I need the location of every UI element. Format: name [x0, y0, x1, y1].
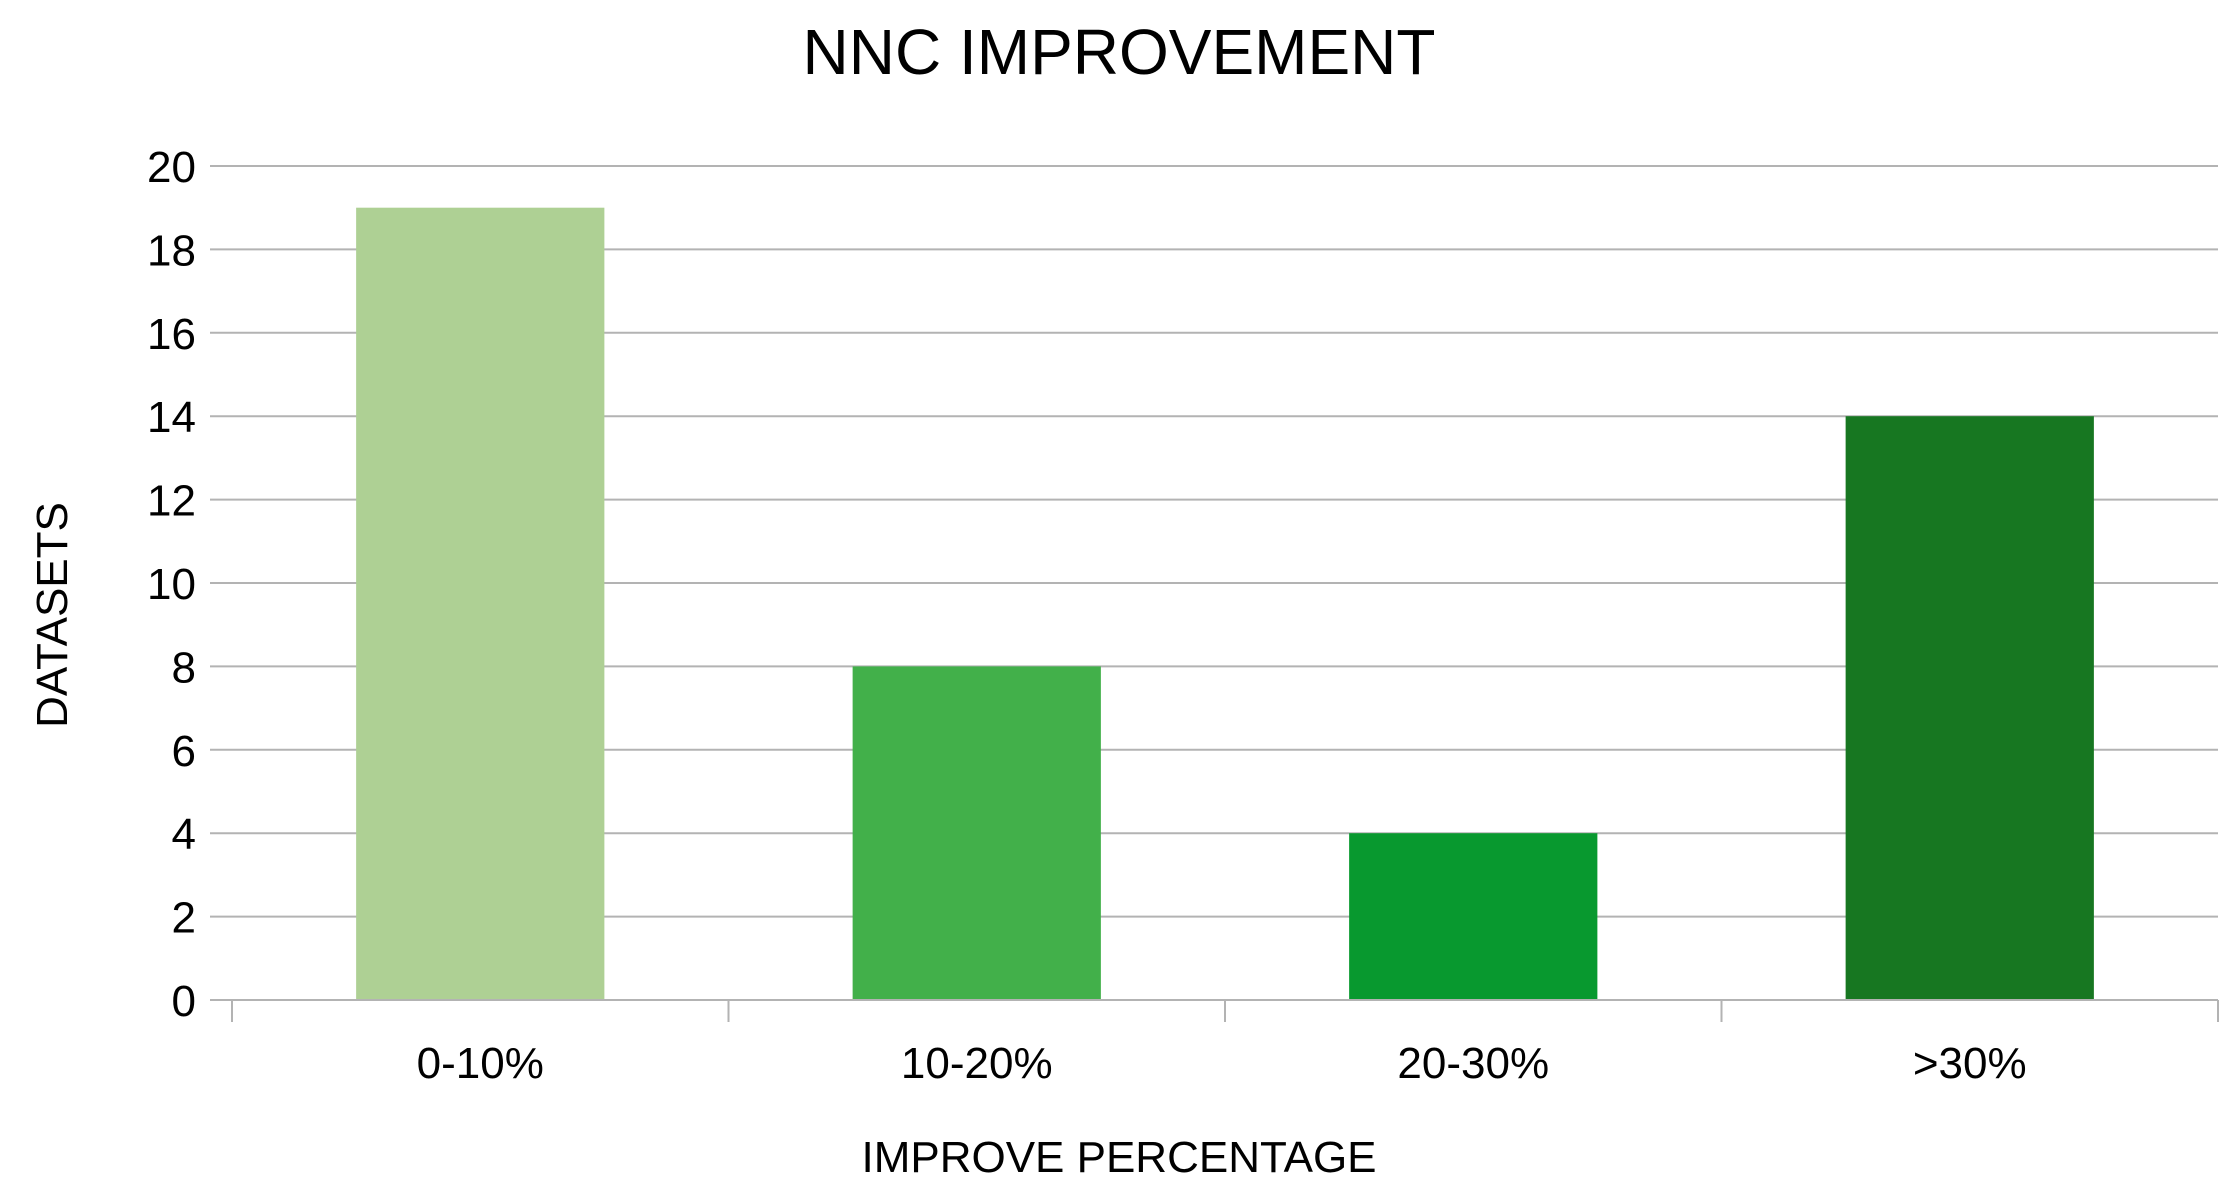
x-tick-labels: 0-10% 10-20% 20-30% >30%	[417, 1039, 2027, 1088]
y-tick-label: 20	[147, 143, 196, 192]
x-tick-label: >30%	[1913, 1039, 2027, 1088]
bars	[356, 207, 2094, 1000]
y-tick-label: 12	[147, 477, 196, 526]
bar	[356, 207, 605, 1000]
x-tick-label: 0-10%	[417, 1039, 544, 1088]
y-axis-title: DATASETS	[28, 502, 77, 728]
x-axis-title: IMPROVE PERCENTAGE	[861, 1133, 1376, 1182]
y-tick-label: 0	[172, 977, 196, 1026]
x-tick-label: 10-20%	[901, 1039, 1053, 1088]
chart-title: NNC IMPROVEMENT	[803, 16, 1436, 88]
y-tick-label: 6	[172, 727, 196, 776]
y-tick-label: 4	[172, 810, 196, 859]
bar	[1349, 833, 1598, 1000]
bar	[852, 666, 1101, 1000]
y-tick-label: 10	[147, 560, 196, 609]
y-tick-label: 8	[172, 643, 196, 692]
axes	[210, 165, 2219, 1022]
y-tick-label: 16	[147, 310, 196, 359]
y-tick-label: 2	[172, 894, 196, 943]
bar	[1845, 416, 2094, 1000]
x-tick-label: 20-30%	[1397, 1039, 1549, 1088]
y-tick-labels: 0 2 4 6 8 10 12 14 16 18 20	[147, 143, 196, 1026]
y-tick-label: 14	[147, 393, 196, 442]
y-tick-label: 18	[147, 226, 196, 275]
